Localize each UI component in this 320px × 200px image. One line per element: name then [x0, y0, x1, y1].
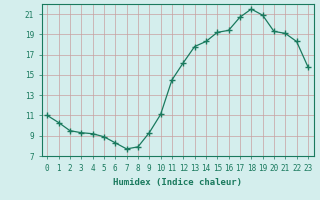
X-axis label: Humidex (Indice chaleur): Humidex (Indice chaleur) [113, 178, 242, 187]
